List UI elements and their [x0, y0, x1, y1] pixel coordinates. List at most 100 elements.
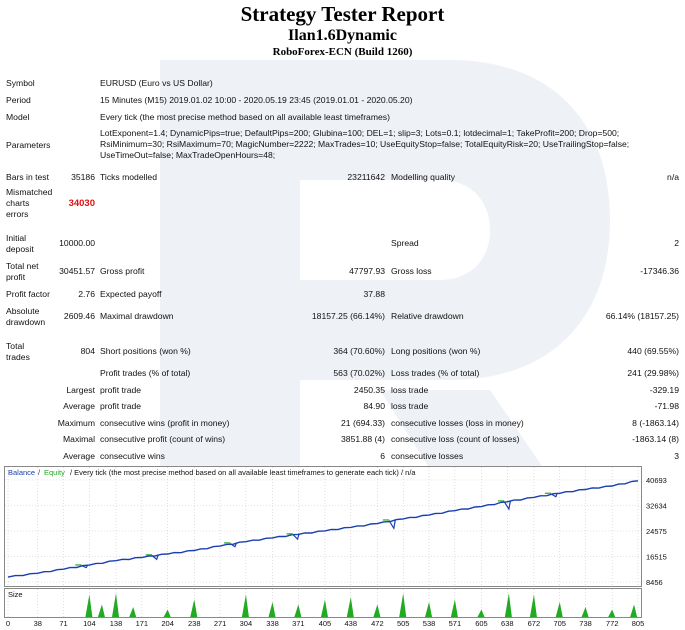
x-tick-label: 672 [528, 619, 541, 628]
pf-value: 2.76 [78, 289, 95, 299]
y-tick-label: 32634 [646, 501, 667, 510]
size-bar [190, 599, 198, 617]
spread-label: Spread [391, 238, 419, 248]
deposit-value: 10000.00 [59, 238, 95, 248]
x-tick-label: 805 [632, 619, 645, 628]
x-tick-label: 71 [59, 619, 67, 628]
x-tick-label: 705 [553, 619, 566, 628]
bars-value: 35186 [71, 172, 95, 182]
ltrades-value: 241 (29.98%) [627, 368, 679, 378]
size-bar [97, 604, 105, 617]
y-tick-label: 8456 [646, 578, 663, 587]
cons-losses-value: 8 (-1863.14) [632, 418, 679, 428]
server-build: RoboForex-ECN (Build 1260) [272, 46, 413, 58]
cons-loss-value: -1863.14 (8) [632, 434, 679, 444]
balance-drawdown [388, 519, 396, 531]
legend-equity: Equity [44, 468, 65, 477]
average-label: Average [63, 401, 95, 411]
mismatch-value: 34030 [68, 198, 95, 209]
reldd-label: Relative drawdown [391, 311, 464, 321]
grossloss-value: -17346.36 [640, 266, 679, 276]
largest-loss-label: loss trade [391, 385, 429, 395]
balance-drawdown [229, 542, 238, 548]
absdd-value: 2609.46 [63, 311, 95, 321]
reldd-value: 66.14% (18157.25) [605, 311, 679, 321]
report-title: Strategy Tester Report [240, 2, 445, 26]
largest-label: Largest [66, 385, 95, 395]
x-tick-label: 0 [6, 619, 10, 628]
size-bar [529, 594, 537, 617]
x-tick-label: 772 [606, 619, 619, 628]
x-tick-label: 238 [188, 619, 201, 628]
ptrades-label: Profit trades (% of total) [100, 368, 191, 378]
largest-profit-value: 2450.35 [353, 385, 385, 395]
netprofit-value: 30451.57 [59, 266, 95, 276]
spread-value: 2 [674, 238, 679, 248]
x-axis-ticks: 0 38 71 104 138 171 204 238 271 304 338 371 405 438 47… [6, 619, 644, 628]
balance-drawdown [503, 500, 512, 511]
x-tick-label: 138 [110, 619, 123, 628]
expert-name: Ilan1.6Dynamic [288, 27, 397, 44]
long-value: 440 (69.55%) [627, 346, 679, 356]
size-bar [555, 602, 563, 617]
x-tick-label: 204 [161, 619, 174, 628]
absdd-label: drawdown [6, 317, 46, 327]
ptrades-value: 563 (70.02%) [333, 368, 385, 378]
avg-loss-value: -71.98 [654, 401, 679, 411]
size-bar [85, 594, 93, 617]
maximum-label: Maximum [57, 418, 95, 428]
size-bar [399, 593, 407, 617]
size-bar [425, 602, 433, 617]
mismatch-label: charts [6, 198, 30, 208]
balance-drawdown [292, 533, 300, 541]
size-bar [163, 609, 171, 617]
ticks-value: 23211642 [347, 172, 385, 182]
avg-profit-value: 84.90 [363, 401, 385, 411]
absdd-label: Absolute [6, 306, 40, 316]
y-tick-label: 24575 [646, 527, 667, 536]
size-bar [129, 607, 137, 617]
parameters-label: Parameters [6, 140, 51, 150]
largest-profit-label: profit trade [100, 385, 142, 395]
largest-loss-value: -329.19 [649, 385, 679, 395]
x-tick-label: 338 [266, 619, 279, 628]
size-bar [630, 604, 638, 617]
model-value: Every tick (the most precise method base… [100, 112, 390, 122]
balance-line [7, 480, 639, 578]
quality-value: n/a [667, 172, 679, 182]
size-bar [346, 597, 354, 617]
parameters-line: RsiMinimum=30; RsiMaximum=70; MagicNumbe… [100, 139, 630, 149]
size-bar [320, 599, 328, 617]
x-tick-label: 438 [345, 619, 358, 628]
x-tick-label: 104 [83, 619, 96, 628]
cons-wins-value: 21 (694.33) [341, 418, 385, 428]
x-tick-label: 738 [579, 619, 592, 628]
parameters-line: UseTimeOut=false; MaxTradeOpenHours=48; [100, 150, 276, 160]
grossprofit-label: Gross profit [100, 266, 145, 276]
deposit-label: deposit [6, 244, 34, 254]
symbol-value: EURUSD (Euro vs US Dollar) [100, 78, 213, 88]
x-tick-label: 538 [423, 619, 436, 628]
x-tick-label: 38 [34, 619, 42, 628]
x-tick-label: 605 [475, 619, 488, 628]
trades-label: trades [6, 352, 30, 362]
main-plot-frame [4, 466, 642, 587]
y-tick-label: 16515 [646, 553, 667, 562]
size-bar [268, 602, 276, 617]
size-bar [112, 593, 119, 617]
pf-label: Profit factor [6, 289, 50, 299]
size-bars [85, 593, 638, 617]
x-tick-label: 505 [397, 619, 410, 628]
equity-dips [75, 492, 558, 569]
avg-cons-losses-value: 3 [674, 451, 679, 461]
avg-profit-label: profit trade [100, 401, 142, 411]
balance-chart: Balance / Equity / Every tick (the most … [4, 466, 667, 628]
ticks-label: Ticks modelled [100, 172, 157, 182]
legend-description: / Every tick (the most precise method ba… [70, 468, 416, 477]
y-axis-ticks: 40693 32634 24575 16515 8456 [646, 476, 667, 587]
maximal-label: Maximal [63, 434, 95, 444]
size-bar [241, 594, 249, 617]
grossprofit-value: 47797.93 [349, 266, 385, 276]
x-tick-label: 304 [240, 619, 253, 628]
x-tick-label: 571 [449, 619, 462, 628]
